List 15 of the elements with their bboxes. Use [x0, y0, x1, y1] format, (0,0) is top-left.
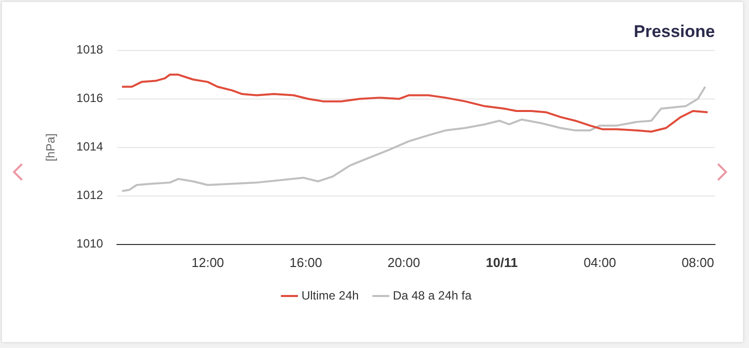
- x-tick-label: 12:00: [191, 254, 224, 270]
- y-tick-label: 1016: [76, 91, 104, 106]
- y-tick-label: 1012: [76, 188, 104, 202]
- x-tick-label: 08:00: [682, 254, 714, 270]
- legend-label: Da 48 a 24h fa: [392, 288, 472, 302]
- y-tick-label: 1018: [76, 42, 104, 57]
- chart-title: Pressione: [634, 22, 715, 41]
- x-tick-label: 10/11: [486, 254, 518, 270]
- legend-label: Ultime 24h: [301, 288, 359, 302]
- x-tick-label: 20:00: [388, 254, 420, 270]
- y-tick-label: 1014: [76, 140, 104, 154]
- y-axis-title: [hPa]: [44, 133, 58, 162]
- y-tick-label: 1010: [76, 236, 104, 251]
- x-tick-label: 16:00: [290, 254, 322, 270]
- x-tick-label: 04:00: [584, 254, 616, 270]
